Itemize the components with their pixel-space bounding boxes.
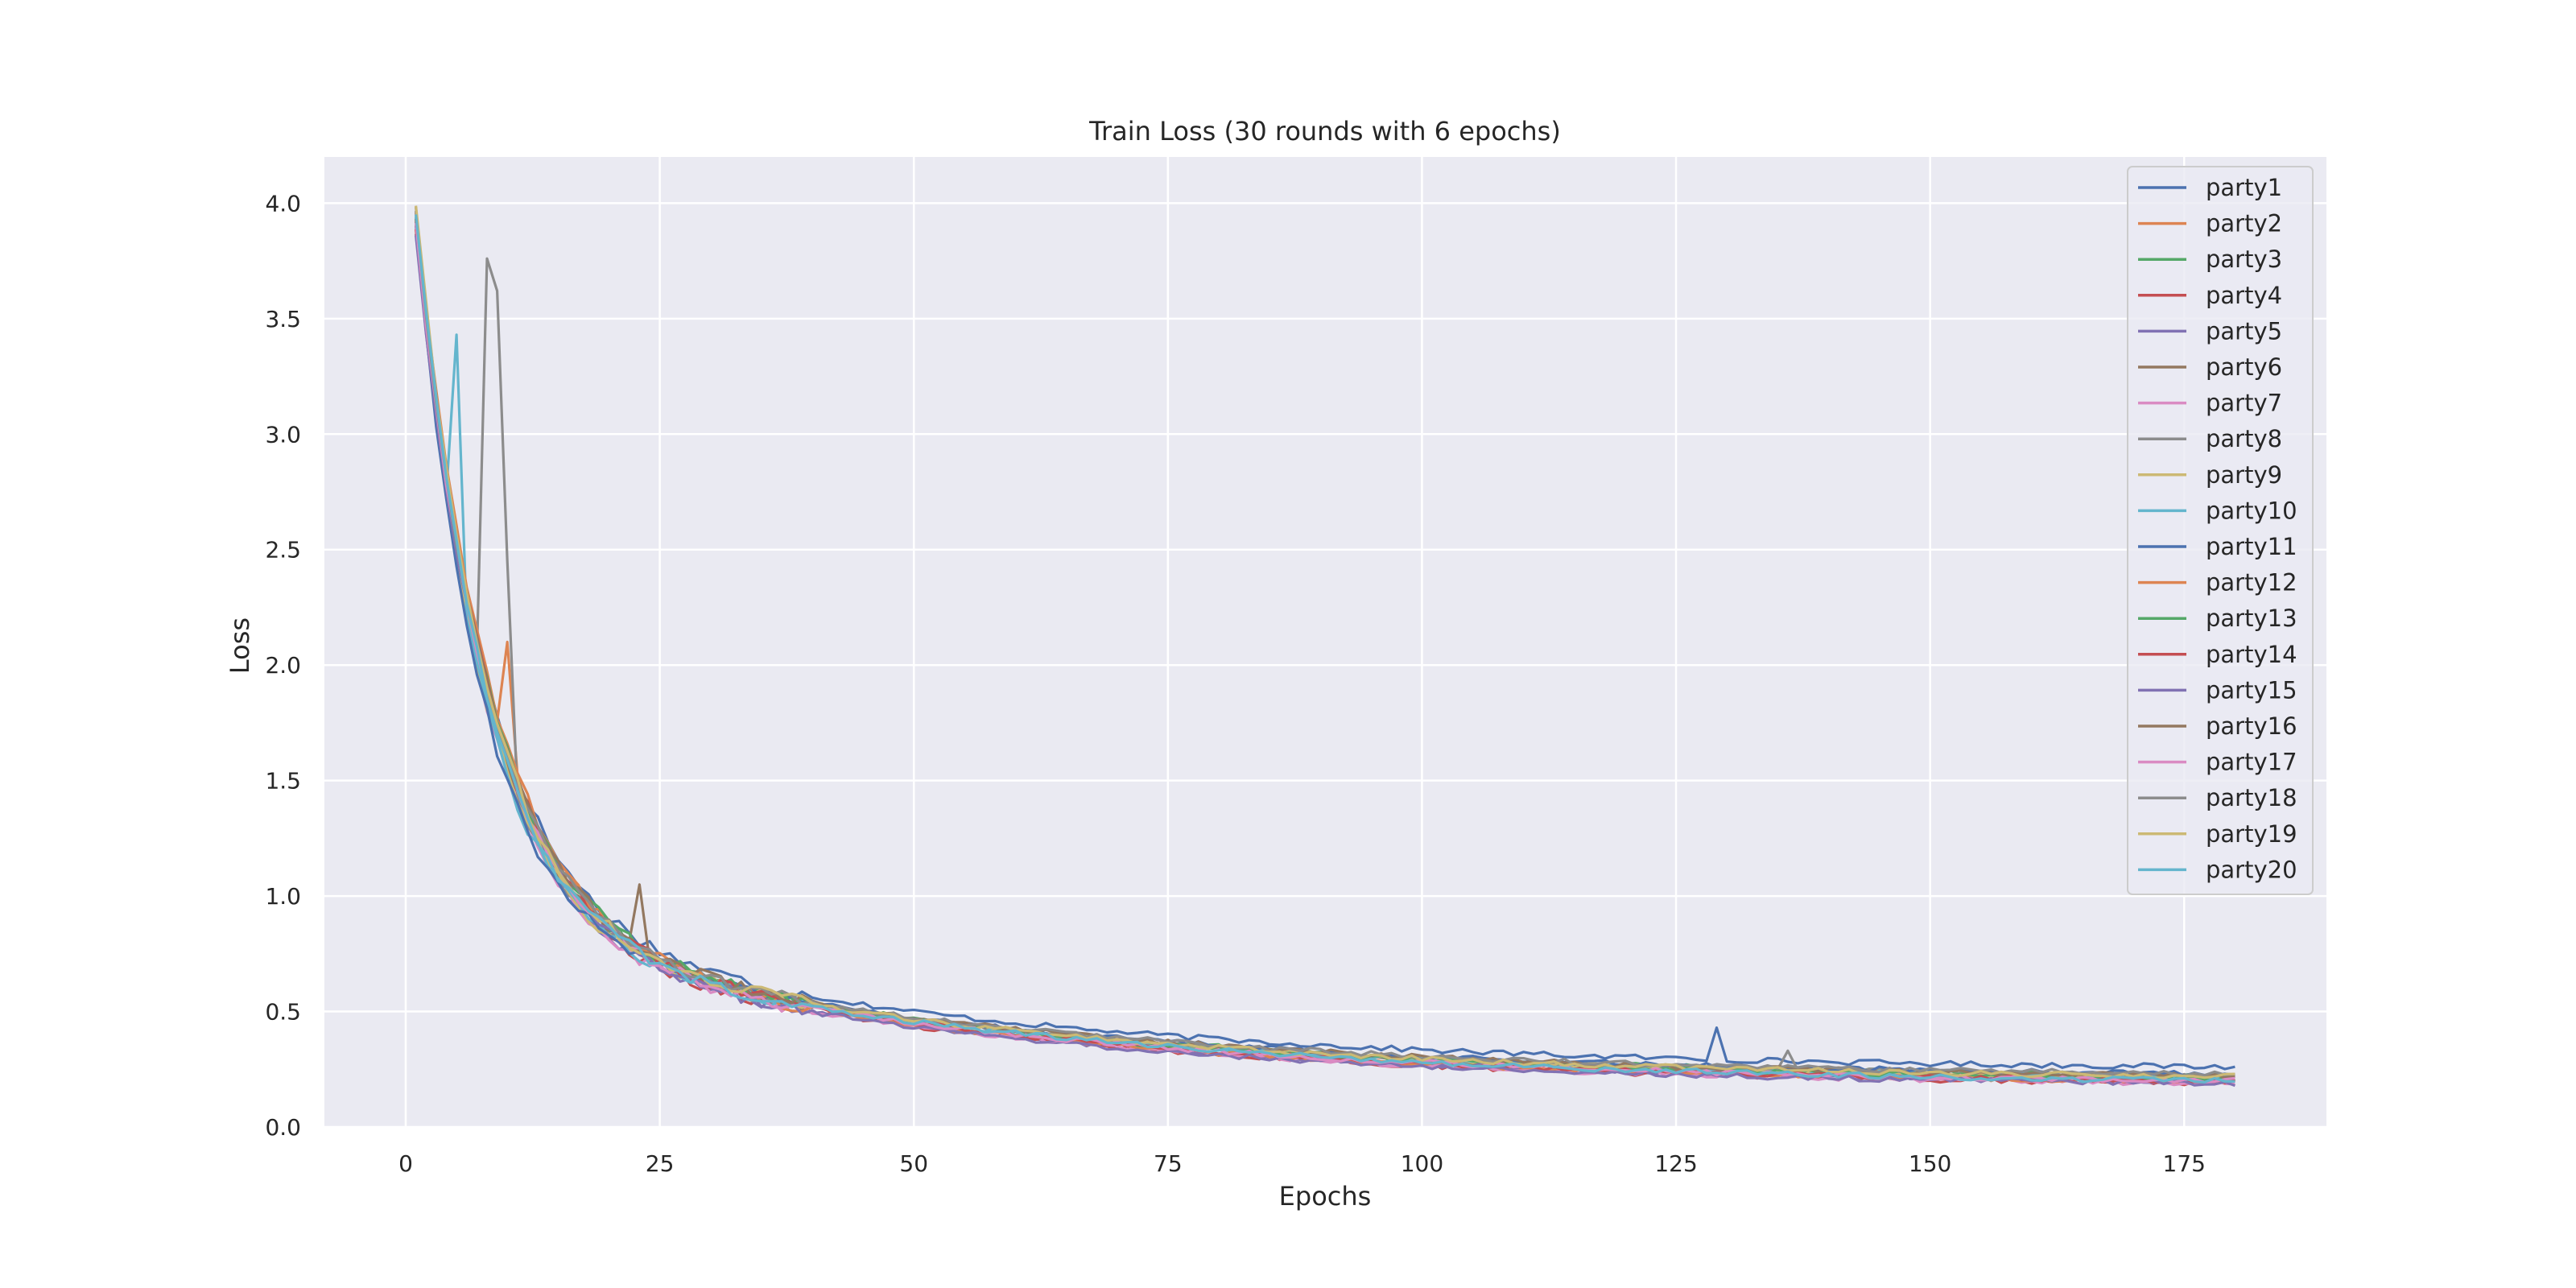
legend-label-party1: party1 (2206, 174, 2282, 201)
legend: party1 party2 party3 party4 party5 party6 part… (2127, 166, 2314, 895)
legend-label-party8: party8 (2206, 425, 2282, 452)
legend-label-party17: party17 (2206, 749, 2297, 776)
legend-label-party19: party19 (2206, 820, 2297, 848)
series-lines (415, 205, 2235, 1088)
y-tick-label: 1.0 (265, 883, 301, 910)
y-tick-label: 2.0 (265, 652, 301, 679)
legend-box (2127, 166, 2314, 895)
chart-title: Train Loss (30 rounds with 6 epochs) (1088, 116, 1561, 147)
x-tick-label: 100 (1401, 1150, 1443, 1177)
plot-area (324, 157, 2326, 1127)
y-tick-label: 0.5 (265, 999, 301, 1026)
y-tick-label: 2.5 (265, 537, 301, 564)
legend-label-party10: party10 (2206, 497, 2297, 524)
x-tick-label: 175 (2163, 1150, 2206, 1177)
y-tick-label: 3.5 (265, 306, 301, 332)
legend-label-party9: party9 (2206, 461, 2282, 489)
x-tick-label: 0 (398, 1150, 413, 1177)
x-tick-label: 150 (1909, 1150, 1951, 1177)
legend-label-party11: party11 (2206, 533, 2297, 560)
y-tick-label: 1.5 (265, 768, 301, 795)
x-axis-label: Epochs (1279, 1181, 1372, 1212)
x-axis-ticks: 0 25 50 75 100 125 150 175 (398, 1150, 2206, 1177)
legend-label-party3: party3 (2206, 246, 2282, 273)
y-tick-label: 0.0 (265, 1114, 301, 1141)
legend-label-party7: party7 (2206, 390, 2282, 417)
legend-label-party5: party5 (2206, 317, 2282, 345)
series-line-party17 (415, 222, 2235, 1084)
x-tick-label: 75 (1154, 1150, 1183, 1177)
legend-label-party20: party20 (2206, 856, 2297, 883)
y-tick-label: 4.0 (265, 190, 301, 217)
legend-label-party18: party18 (2206, 784, 2297, 811)
x-tick-label: 25 (646, 1150, 675, 1177)
series-line-party20 (415, 214, 2235, 1084)
series-line-party18 (415, 210, 2235, 1078)
y-axis-ticks: 0.0 0.5 1.0 1.5 2.0 2.5 3.0 3.5 4.0 (265, 190, 301, 1141)
legend-label-party13: party13 (2206, 605, 2297, 632)
legend-label-party16: party16 (2206, 712, 2297, 740)
x-tick-label: 125 (1654, 1150, 1697, 1177)
legend-label-party14: party14 (2206, 641, 2297, 668)
y-axis-label: Loss (225, 617, 255, 674)
x-tick-label: 50 (899, 1150, 928, 1177)
legend-label-party2: party2 (2206, 210, 2282, 237)
y-tick-label: 3.0 (265, 421, 301, 448)
legend-label-party12: party12 (2206, 569, 2297, 597)
legend-label-party15: party15 (2206, 676, 2297, 704)
series-line-party1 (415, 221, 2235, 1071)
legend-label-party4: party4 (2206, 282, 2282, 309)
legend-label-party6: party6 (2206, 353, 2282, 381)
series-line-party19 (415, 205, 2235, 1080)
